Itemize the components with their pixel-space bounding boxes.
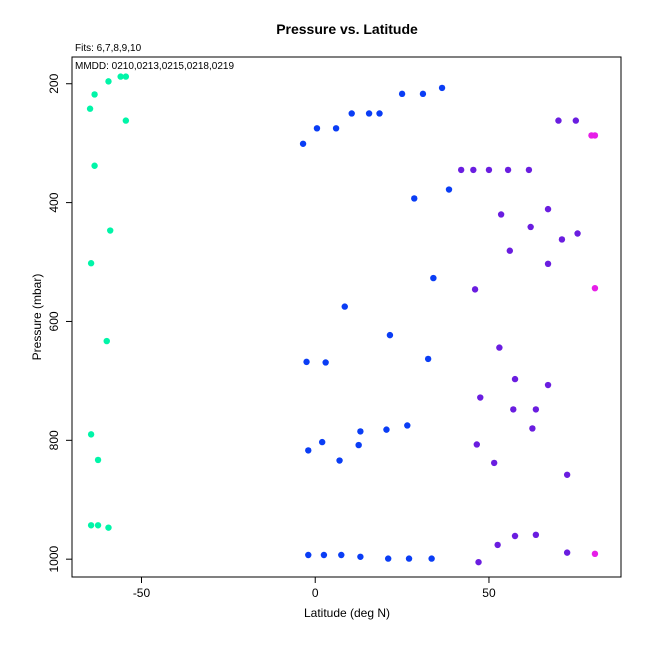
fits-annotation: Fits: 6,7,8,9,10: [75, 43, 142, 54]
y-tick-label: 800: [47, 430, 61, 450]
x-tick-label: 0: [312, 586, 319, 600]
x-axis-label: Latitude (deg N): [304, 606, 390, 620]
data-points: [86, 73, 599, 566]
data-point-series-2: [313, 125, 321, 132]
data-point-series-3: [477, 394, 484, 401]
data-point-series-1: [122, 73, 130, 80]
data-point-series-3: [544, 205, 552, 213]
data-point-series-3: [497, 211, 505, 218]
data-point-series-3: [532, 531, 540, 539]
data-point-series-3: [574, 230, 581, 237]
x-tick-label: 50: [482, 586, 496, 600]
data-point-series-4: [591, 132, 599, 139]
data-point-series-3: [471, 286, 479, 293]
data-point-series-2: [365, 110, 373, 117]
data-point-series-2: [383, 426, 390, 433]
y-axis: 200 400 600 800 1000: [47, 73, 73, 573]
data-point-series-2: [404, 422, 411, 429]
data-point-series-2: [428, 555, 435, 562]
data-point-series-2: [348, 110, 355, 117]
y-axis-label: Pressure (mbar): [30, 274, 44, 361]
data-point-series-3: [510, 406, 517, 413]
x-tick-label: -50: [133, 586, 151, 600]
x-axis: -50 0 50: [133, 576, 496, 600]
y-tick-label: 400: [47, 192, 61, 212]
data-point-series-3: [475, 558, 482, 566]
data-point-series-3: [511, 375, 519, 383]
mmdd-annotation: MMDD: 0210,0213,0215,0218,0219: [75, 61, 234, 72]
data-point-series-2: [357, 428, 364, 435]
data-point-series-1: [94, 456, 102, 464]
data-point-series-2: [376, 110, 383, 117]
data-point-series-3: [529, 425, 536, 432]
data-point-series-1: [105, 78, 112, 85]
plot-frame: [71, 56, 622, 578]
data-point-series-3: [506, 247, 514, 254]
data-point-series-3: [496, 344, 503, 351]
data-point-series-1: [103, 337, 110, 345]
data-point-series-1: [86, 105, 94, 112]
data-point-series-3: [555, 117, 562, 124]
data-point-series-2: [341, 303, 348, 310]
data-point-series-2: [305, 447, 312, 454]
data-point-series-2: [320, 551, 328, 559]
data-point-series-2: [405, 555, 413, 562]
data-point-series-3: [525, 166, 533, 174]
data-point-series-3: [485, 166, 493, 174]
data-point-series-3: [490, 459, 498, 467]
data-point-series-2: [305, 551, 312, 559]
data-point-series-2: [322, 359, 329, 366]
data-point-series-1: [91, 91, 98, 98]
data-point-series-2: [430, 274, 437, 282]
data-point-series-1: [87, 260, 95, 267]
data-point-series-3: [494, 541, 501, 549]
data-point-series-2: [424, 355, 432, 363]
y-tick-label: 200: [47, 73, 61, 93]
data-point-series-4: [591, 284, 599, 292]
data-point-series-1: [87, 431, 95, 438]
y-tick-label: 600: [47, 311, 61, 331]
data-point-series-1: [107, 227, 114, 234]
data-point-series-1: [117, 73, 124, 80]
data-point-series-3: [527, 223, 534, 231]
data-point-series-2: [299, 140, 307, 147]
data-point-series-2: [355, 441, 362, 449]
data-point-series-2: [398, 90, 406, 98]
data-point-series-2: [357, 553, 364, 560]
data-point-series-2: [384, 555, 392, 562]
data-point-series-2: [386, 331, 394, 339]
data-point-series-4: [591, 550, 599, 558]
data-point-series-1: [122, 117, 130, 124]
data-point-series-3: [544, 381, 552, 389]
data-point-series-1: [87, 522, 95, 529]
data-point-series-3: [558, 236, 566, 243]
data-point-series-1: [91, 162, 98, 169]
y-tick-label: 1000: [47, 546, 61, 573]
chart-title: Pressure vs. Latitude: [276, 21, 418, 37]
data-point-series-3: [470, 166, 477, 174]
data-point-series-2: [303, 358, 310, 366]
data-point-series-2: [332, 125, 340, 132]
data-point-series-3: [511, 532, 519, 540]
data-point-series-2: [336, 457, 343, 464]
data-point-series-3: [563, 471, 571, 478]
data-point-series-3: [473, 441, 481, 448]
data-point-series-3: [544, 260, 552, 268]
data-point-series-1: [105, 524, 112, 531]
data-point-series-1: [94, 522, 102, 529]
data-point-series-2: [338, 551, 345, 559]
data-point-series-3: [457, 166, 465, 174]
data-point-series-2: [419, 90, 427, 98]
data-point-series-2: [438, 84, 446, 92]
data-point-series-3: [563, 549, 571, 556]
data-point-series-3: [532, 406, 540, 413]
data-point-series-3: [572, 117, 580, 124]
data-point-series-2: [318, 438, 326, 446]
data-point-series-2: [445, 186, 453, 193]
data-point-series-2: [411, 195, 418, 202]
data-point-series-3: [504, 166, 512, 174]
